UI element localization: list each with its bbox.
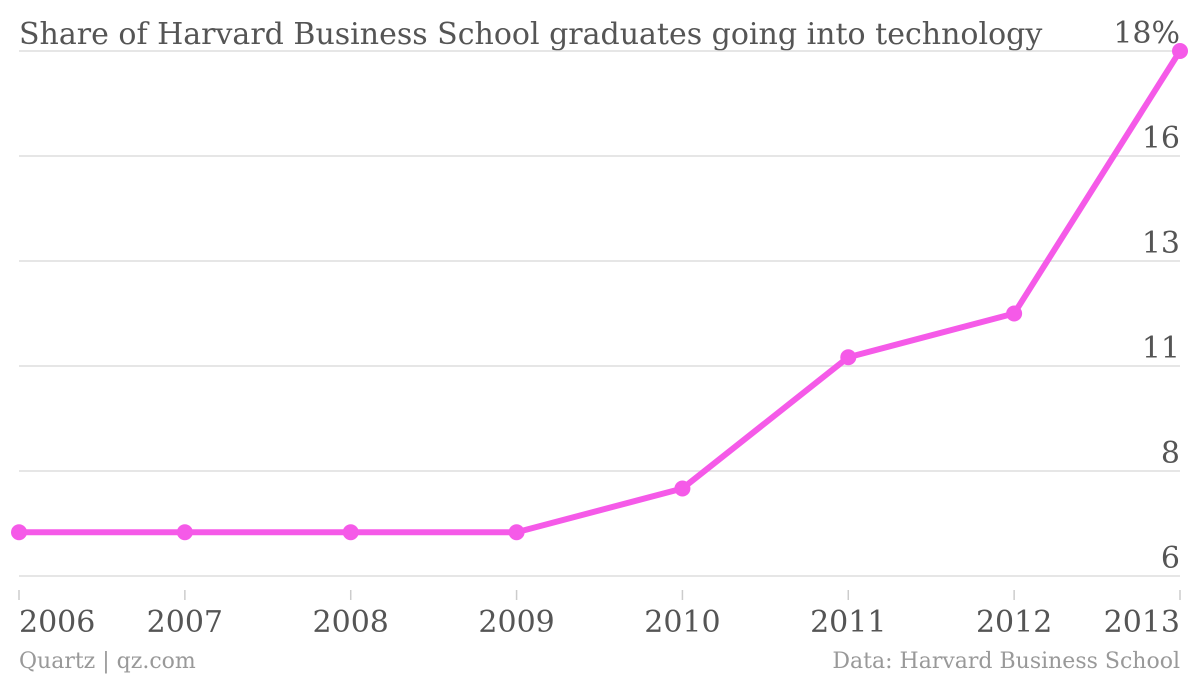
y-tick-label: 11 (1142, 331, 1180, 366)
y-tick-label: 6 (1161, 541, 1180, 576)
x-tick-label: 2011 (810, 605, 886, 640)
y-tick-label: 16 (1142, 121, 1180, 156)
x-tick-label: 2013 (1104, 605, 1180, 640)
point (342, 524, 359, 541)
y-tick-label: 13 (1142, 226, 1180, 261)
x-tick-label: 2009 (478, 605, 554, 640)
x-tick-label: 2008 (313, 605, 389, 640)
source: Data: Harvard Business School (832, 649, 1180, 674)
point (674, 480, 691, 497)
line (19, 49, 1183, 536)
point (840, 349, 857, 366)
x-tick-label: 2007 (147, 605, 223, 640)
credit: Quartz | qz.com (19, 649, 196, 674)
x-tick-label: 2006 (19, 605, 95, 640)
point (11, 524, 27, 541)
x-tick-label: 2010 (644, 605, 720, 640)
chart-title: Share of Harvard Business School graduat… (19, 17, 1042, 52)
y-tick-label: 18% (1113, 16, 1180, 51)
point (1006, 305, 1023, 322)
point (1172, 43, 1188, 59)
point (176, 524, 193, 541)
x-tick-label: 2012 (976, 605, 1052, 640)
y-tick-label: 8 (1161, 436, 1180, 471)
point (508, 524, 525, 541)
